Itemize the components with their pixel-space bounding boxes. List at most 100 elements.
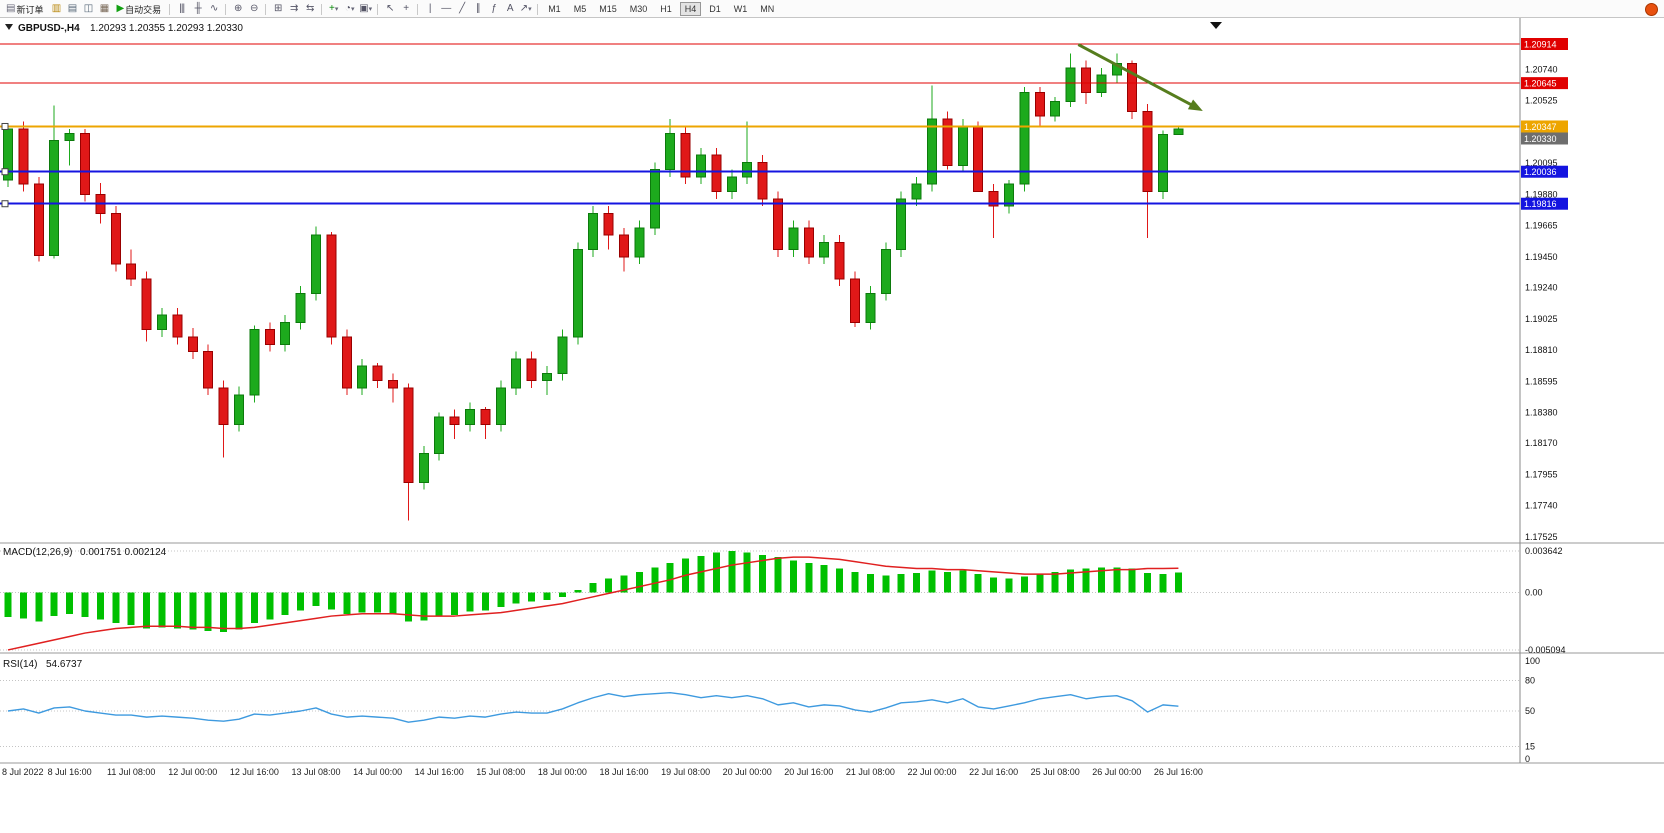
notification-icon[interactable] <box>1645 2 1658 16</box>
vertical-line-icon: | <box>428 3 431 14</box>
navigator-button[interactable]: ◫ <box>80 3 95 16</box>
trendline-button[interactable]: ╱ <box>454 3 469 16</box>
macd-histogram-bar <box>327 592 335 610</box>
macd-indicator-label: MACD(12,26,9) <box>3 547 72 558</box>
candlestick-chart-icon: ╫ <box>194 3 202 14</box>
chart-shift-icon: ⇆ <box>305 3 314 14</box>
candle <box>773 198 783 251</box>
candle <box>64 132 75 142</box>
market-watch-icon: ▥ <box>51 3 62 14</box>
chart-canvas[interactable]: 1.20740 1.20525 1.20095 1.19880 1.19665 1.194… <box>0 18 1664 833</box>
time-axis-label: 8 Jul 16:00 <box>48 767 92 777</box>
toolbar-separator <box>321 3 323 15</box>
candlestick-chart-button[interactable]: ╫ <box>190 3 205 16</box>
auto-scroll-button[interactable]: ⇉ <box>286 3 301 16</box>
timeframe-m30-button[interactable]: M30 <box>629 4 648 14</box>
candle <box>388 380 398 389</box>
candle <box>1050 100 1061 117</box>
candle <box>1158 133 1168 193</box>
macd-histogram-bar <box>1097 567 1105 593</box>
candle <box>603 212 614 236</box>
tile-windows-button[interactable]: ⊞ <box>270 3 285 16</box>
macd-axis-label: 0.003642 <box>1525 546 1563 556</box>
text-tool-button[interactable]: A <box>502 3 517 16</box>
timeframe-m5-button[interactable]: M5 <box>573 4 587 14</box>
candle <box>1019 92 1030 185</box>
timeframe-m15-button[interactable]: M15 <box>599 4 617 14</box>
data-window-icon: ▤ <box>67 3 78 14</box>
candle <box>403 387 414 483</box>
time-axis-label: 11 Jul 08:00 <box>107 767 155 777</box>
macd-histogram-bar <box>250 592 258 623</box>
candle <box>988 191 999 207</box>
new-order-button[interactable]: ▤ 新订单 <box>2 3 47 16</box>
chart-shift-marker[interactable] <box>1210 22 1222 29</box>
bar-chart-button[interactable]: ||| <box>174 3 189 16</box>
zoom-in-button[interactable]: ⊕ <box>230 3 245 16</box>
toolbar-separator <box>265 3 267 15</box>
macd-histogram-bar <box>959 570 967 593</box>
fibonacci-button[interactable]: ƒ <box>486 3 501 16</box>
chart-shift-button[interactable]: ⇆ <box>302 3 317 16</box>
macd-histogram-bar <box>66 592 74 614</box>
candle <box>911 183 922 200</box>
line-anchor-handle[interactable] <box>1 122 9 130</box>
macd-histogram-bar <box>589 583 597 593</box>
timeframe-m1-button[interactable]: M1 <box>548 4 561 14</box>
macd-histogram-bar <box>435 592 443 617</box>
line-chart-button[interactable]: ∿ <box>206 3 221 16</box>
line-anchor-handle[interactable] <box>1 168 9 176</box>
auto-trading-button[interactable]: ▶ 自动交易 <box>112 3 165 16</box>
periods-button[interactable]: ◔ ▾ <box>342 3 357 16</box>
timeframe-h4-button[interactable]: H4 <box>679 2 702 16</box>
cursor-button[interactable]: ↖ <box>382 3 397 16</box>
macd-histogram-bar <box>1051 571 1059 593</box>
candle <box>1096 74 1107 94</box>
time-axis-label: 13 Jul 08:00 <box>291 767 340 777</box>
candle <box>619 234 629 258</box>
macd-histogram-bar <box>1067 569 1075 593</box>
macd-histogram-bar <box>866 574 874 593</box>
tile-windows-icon: ⊞ <box>273 3 282 14</box>
timeframe-mn-button[interactable]: MN <box>760 4 775 14</box>
one-click-trading-toggle[interactable] <box>5 24 13 30</box>
macd-histogram-bar <box>173 592 181 629</box>
macd-histogram-bar <box>558 592 566 597</box>
price-axis-label: 1.17740 <box>1525 501 1558 511</box>
indicators-add-button[interactable]: + ▾ <box>326 3 341 16</box>
zoom-out-button[interactable]: ⊖ <box>246 3 261 16</box>
trend-arrow-head[interactable] <box>1187 99 1203 111</box>
horizontal-line-button[interactable]: — <box>438 3 453 16</box>
market-watch-button[interactable]: ▥ <box>48 3 63 16</box>
new-order-label: 新订单 <box>16 4 44 15</box>
timeframe-w1-button[interactable]: W1 <box>733 4 748 14</box>
macd-histogram-bar <box>35 592 43 622</box>
timeframe-d1-button[interactable]: D1 <box>709 4 721 14</box>
time-axis-label: 21 Jul 08:00 <box>846 767 895 777</box>
price-tag-label: 1.19816 <box>1524 199 1557 209</box>
timeframe-h1-button[interactable]: H1 <box>660 4 672 14</box>
vertical-line-button[interactable]: | <box>422 3 437 16</box>
data-window-button[interactable]: ▤ <box>64 3 79 16</box>
crosshair-button[interactable]: + <box>398 3 413 16</box>
candle <box>757 161 768 200</box>
rsi-line <box>7 691 1179 723</box>
rsi-axis-label: 100 <box>1525 656 1540 666</box>
arrows-tool-button[interactable]: ↗ ▾ <box>518 3 533 16</box>
candle <box>572 249 583 338</box>
rsi-axis-label: 15 <box>1525 742 1535 752</box>
candle <box>295 292 306 323</box>
macd-histogram-bar <box>528 592 536 602</box>
price-axis-label: 1.18170 <box>1525 438 1558 448</box>
trend-arrow-line[interactable] <box>1077 43 1200 110</box>
channel-button[interactable]: ∥ <box>470 3 485 16</box>
candle <box>665 132 676 171</box>
terminal-button[interactable]: ▦ <box>96 3 111 16</box>
line-anchor-handle[interactable] <box>1 200 9 208</box>
templates-icon: ▣ <box>359 3 369 14</box>
rsi-indicator-label: RSI(14) <box>3 659 37 670</box>
candle <box>711 154 722 193</box>
macd-histogram-bar <box>50 592 58 617</box>
templates-button[interactable]: ▣ ▾ <box>358 3 373 16</box>
